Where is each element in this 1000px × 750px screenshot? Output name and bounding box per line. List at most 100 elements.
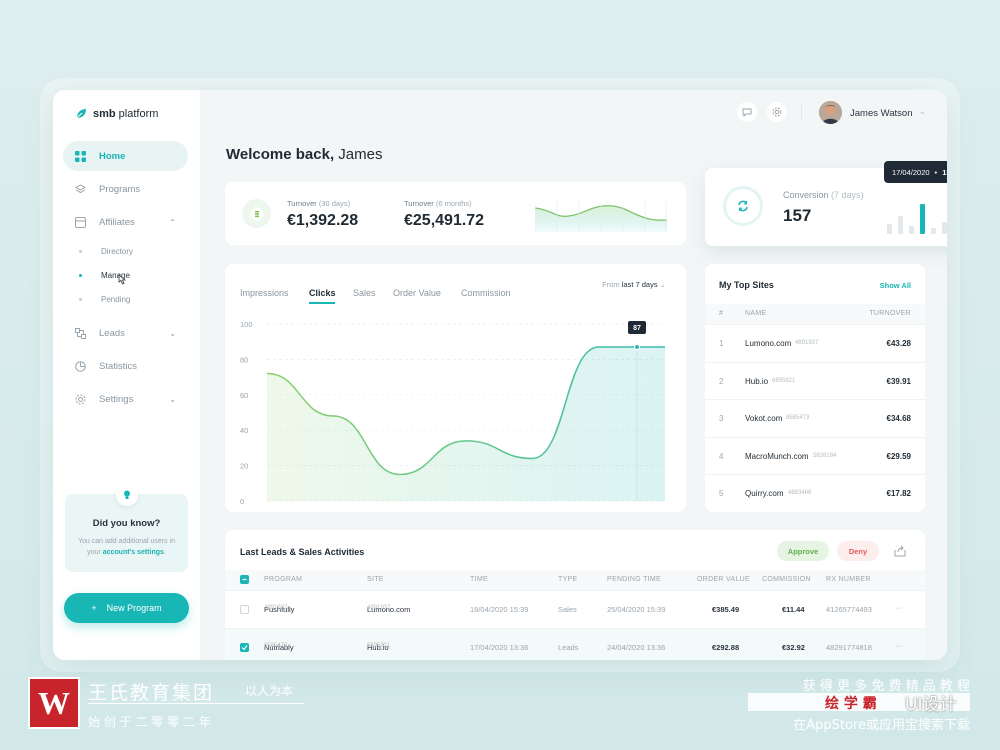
- chat-icon[interactable]: [737, 102, 757, 122]
- turnover-6m-label: Turnover (6 months): [404, 199, 472, 208]
- col-header: COMMISSION: [762, 576, 811, 583]
- top-sites-card: My Top Sites Show All # NAME TURNOVER 1 L…: [705, 264, 925, 512]
- site-rank: 3: [719, 414, 724, 423]
- order-value-cell: €385.49: [712, 605, 740, 614]
- site-turnover: €17.82: [886, 489, 911, 498]
- grid-icon: [75, 150, 86, 162]
- show-all-link[interactable]: Show All: [879, 281, 911, 290]
- page-title: Welcome back, James: [226, 146, 382, 163]
- tab-sales[interactable]: Sales: [353, 288, 376, 298]
- pending-time-cell: 24/04/2020 13:36: [607, 643, 666, 652]
- rx-number-cell: 48291774818: [826, 643, 872, 652]
- site-row[interactable]: 3 Vokot.com 8585473 €34.68: [705, 399, 925, 436]
- select-all-checkbox[interactable]: [240, 575, 249, 584]
- chevron-up-icon[interactable]: ⌃: [169, 217, 176, 227]
- site-name: Hub.io: [745, 376, 769, 386]
- conversion-bar[interactable]: [887, 224, 892, 234]
- chevron-down-icon: ⌄: [659, 280, 666, 289]
- chevron-down-icon[interactable]: ⌄: [919, 107, 926, 116]
- sidebar: smb platform Home Programs Affiliates ⌃ …: [53, 90, 200, 660]
- row-checkbox[interactable]: [240, 643, 249, 652]
- site-row[interactable]: 4 MacroMunch.com 5828184 €29.59: [705, 436, 925, 474]
- turnover-label: Turnover: [287, 199, 317, 208]
- col-header: TYPE: [558, 576, 578, 583]
- sub-item-pending[interactable]: Pending: [79, 295, 130, 304]
- site-row[interactable]: 5 Quirry.com 4883468 €17.82: [705, 474, 925, 511]
- avatar[interactable]: [819, 101, 842, 124]
- site-row[interactable]: 1 Lumono.com 4891937 €43.28: [705, 324, 925, 361]
- conversion-bar[interactable]: [931, 228, 936, 234]
- conversion-bar[interactable]: [942, 222, 947, 234]
- tab-order-value[interactable]: Order Value: [393, 288, 441, 298]
- tab-impressions[interactable]: Impressions: [240, 288, 289, 298]
- y-tick-label: 20: [240, 462, 248, 471]
- chevron-down-icon[interactable]: ⌄: [169, 394, 176, 404]
- row-checkbox[interactable]: [240, 605, 249, 614]
- new-program-button[interactable]: + New Program: [64, 593, 189, 623]
- conversion-bar[interactable]: [898, 216, 903, 234]
- site-id: 5828184: [813, 452, 837, 459]
- col-header: PENDING TIME: [607, 576, 662, 583]
- program-id: 4891937: [264, 605, 288, 611]
- time-cell: 18/04/2020 15:39: [470, 605, 529, 614]
- active-tab-indicator: [309, 302, 335, 304]
- site-turnover: €34.68: [886, 414, 911, 423]
- pending-time-cell: 25/04/2020 15:39: [607, 605, 666, 614]
- y-tick-label: 100: [240, 320, 253, 329]
- table-row[interactable]: Nutriably 8585473 Hub.io 6895921 17/04/202…: [225, 628, 925, 660]
- sidebar-item-leads[interactable]: Leads ⌄: [63, 318, 188, 348]
- col-header: RX NUMBER: [826, 576, 871, 583]
- col-header: TURNOVER: [869, 310, 911, 317]
- sidebar-item-home[interactable]: Home: [63, 141, 188, 171]
- sidebar-item-label: Affiliates: [99, 216, 135, 228]
- highlight-point[interactable]: [633, 343, 641, 351]
- sidebar-item-affiliates[interactable]: Affiliates ⌃: [63, 207, 188, 237]
- sub-item-manage[interactable]: Manage: [79, 271, 130, 280]
- table-row[interactable]: Pushfully 4891937 Lumono.com 4891937 18/04…: [225, 590, 925, 628]
- export-icon[interactable]: [894, 544, 906, 562]
- more-icon[interactable]: ···: [895, 603, 903, 612]
- type-cell: Sales: [558, 605, 577, 614]
- sub-item-directory[interactable]: Directory: [79, 247, 134, 256]
- sub-item-label: Directory: [101, 247, 134, 256]
- date-range-select[interactable]: From last 7 days ⌄: [602, 280, 666, 289]
- chevron-down-icon[interactable]: ⌄: [169, 328, 176, 338]
- site-row[interactable]: 2 Hub.io 6895921 €39.91: [705, 361, 925, 399]
- sidebar-item-programs[interactable]: Programs: [63, 174, 188, 204]
- site-rank: 4: [719, 451, 724, 461]
- user-name[interactable]: James Watson: [850, 108, 913, 119]
- more-icon[interactable]: ···: [895, 641, 903, 650]
- sidebar-item-settings[interactable]: Settings ⌄: [63, 384, 188, 414]
- site-rank: 5: [719, 489, 724, 498]
- site-name: Lumono.com: [745, 339, 792, 348]
- approve-button[interactable]: Approve: [777, 541, 829, 561]
- leads-title: Last Leads & Sales Activities: [240, 547, 365, 557]
- leads-header: PROGRAM SITE TIME TYPE PENDING TIME ORDE…: [225, 570, 925, 590]
- gear-icon[interactable]: [767, 102, 787, 122]
- turnover-30-value: €1,392.28: [287, 212, 359, 229]
- stats-chart-card: Impressions Clicks Sales Order Value Com…: [225, 264, 686, 512]
- sidebar-item-label: Programs: [99, 183, 141, 195]
- date-range-value: last 7 days: [621, 280, 658, 289]
- program-id: 8585473: [264, 643, 288, 649]
- col-header: #: [719, 310, 724, 317]
- leaf-logo-icon: [76, 109, 86, 119]
- conversion-bar[interactable]: [909, 226, 914, 234]
- deny-button[interactable]: Deny: [837, 541, 879, 561]
- tab-clicks[interactable]: Clicks: [309, 288, 336, 298]
- watermark-right-line1: 获 得 更 多 免 费 精 品 教 程: [802, 679, 970, 694]
- tab-commission[interactable]: Commission: [461, 288, 511, 298]
- sidebar-item-label: Home: [99, 150, 126, 162]
- affiliates-icon: [75, 216, 86, 228]
- date-range-prefix: From: [602, 280, 622, 289]
- logo[interactable]: smb platform: [75, 108, 158, 120]
- site-name: Hub.io: [367, 643, 389, 652]
- account-settings-link[interactable]: account's settings: [102, 549, 164, 556]
- watermark-motto: 以人为本: [245, 684, 294, 698]
- chart-tooltip: [628, 321, 646, 335]
- watermark-right-line3: 在AppStore或应用宝搜索下载: [793, 718, 970, 733]
- conversion-bar[interactable]: [920, 204, 925, 234]
- y-tick-label: 40: [240, 426, 248, 435]
- sidebar-item-statistics[interactable]: Statistics: [63, 351, 188, 381]
- pie-chart-icon: [75, 360, 86, 372]
